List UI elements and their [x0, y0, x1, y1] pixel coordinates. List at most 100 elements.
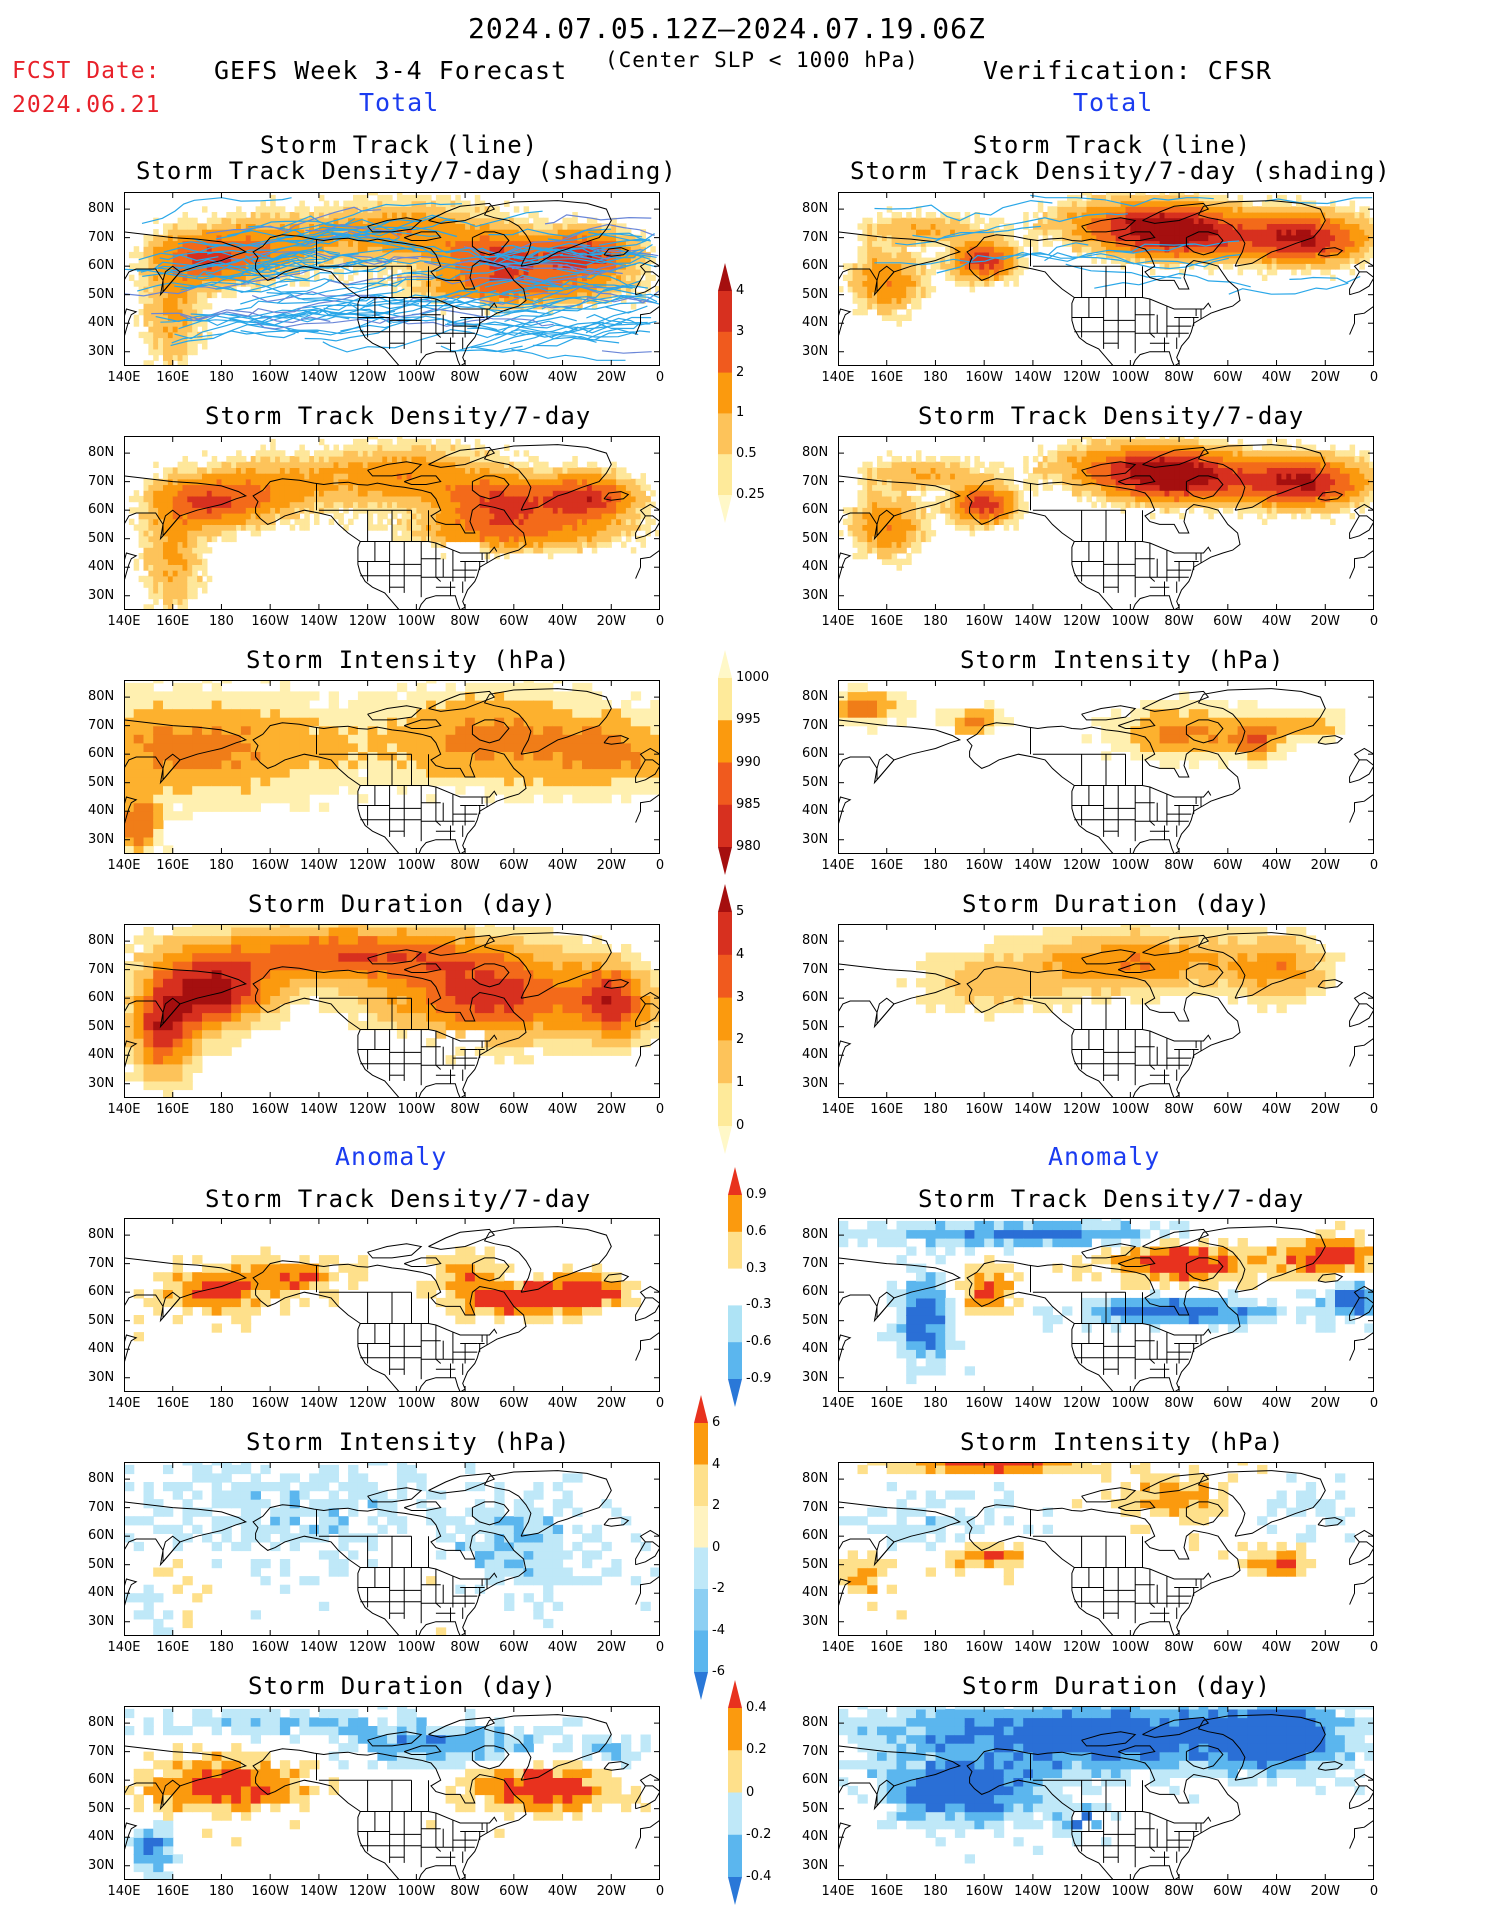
shade-cell — [450, 473, 456, 480]
shade-cell — [1062, 240, 1068, 247]
shade-cell — [357, 501, 364, 508]
title-anom-duration-right: Storm Duration (day) — [962, 1672, 1271, 1700]
shade-cell — [611, 484, 617, 491]
shade-cell — [552, 490, 559, 497]
shade-cell — [1159, 200, 1166, 207]
shade-cell — [255, 450, 262, 457]
shade-cell — [974, 251, 980, 259]
shade-cell — [172, 484, 179, 491]
shade-cell — [445, 438, 452, 446]
shade-cell — [1232, 229, 1239, 236]
shade-cell — [1222, 240, 1229, 247]
shade-cell — [148, 501, 154, 508]
shade-cell — [630, 251, 637, 259]
shade-cell — [1315, 234, 1321, 242]
shade-cell — [1247, 217, 1253, 224]
shade-cell — [528, 269, 534, 276]
storm-track — [504, 293, 660, 322]
shade-cell — [221, 461, 227, 468]
shade-cell — [143, 263, 149, 270]
shade-cell — [372, 212, 378, 219]
shade-cell — [431, 467, 437, 474]
shade-cell — [916, 280, 922, 287]
shade-cell — [396, 495, 403, 503]
shade-cell — [323, 223, 330, 230]
storm-track — [304, 326, 390, 342]
storm-track — [511, 348, 626, 361]
shade-cell — [877, 291, 883, 299]
shade-cell — [630, 274, 637, 281]
shade-cell — [206, 513, 213, 520]
shade-cell — [1339, 217, 1346, 224]
shade-cell — [460, 257, 466, 264]
shade-cell — [289, 229, 296, 236]
shade-cell — [1305, 246, 1312, 253]
shade-cell — [867, 280, 873, 287]
shade-cell — [416, 478, 422, 486]
shade-cell — [240, 456, 247, 463]
storm-track — [152, 258, 322, 273]
shade-cell — [901, 251, 907, 259]
shade-cell — [431, 530, 437, 537]
shade-cell — [591, 473, 598, 480]
shade-cell — [348, 246, 354, 253]
shade-cell — [479, 456, 486, 463]
shade-cell — [1261, 251, 1268, 259]
shade-cell — [606, 495, 612, 503]
shade-cell — [920, 223, 927, 230]
shade-cell — [523, 535, 530, 543]
shade-cell — [508, 280, 515, 287]
shade-cell — [163, 331, 169, 339]
shade-cell — [1003, 251, 1010, 259]
coastline — [428, 202, 496, 224]
shade-cell — [158, 570, 164, 577]
shade-cell — [167, 490, 174, 497]
shade-cell — [1291, 263, 1297, 270]
shade-cell — [245, 274, 252, 281]
shade-cell — [494, 530, 500, 537]
shade-cell — [333, 251, 339, 259]
shade-cell — [377, 269, 383, 276]
shade-cell — [881, 217, 888, 224]
shade-cell — [148, 513, 154, 520]
shade-cell — [167, 320, 174, 327]
shade-cell — [562, 234, 568, 242]
shade-cell — [1261, 234, 1268, 242]
shade-cell — [396, 212, 403, 219]
shade-cell — [547, 501, 554, 508]
shade-cell — [318, 257, 325, 264]
shade-cell — [460, 206, 466, 213]
shade-cell — [1266, 212, 1273, 219]
shade-cell — [1184, 223, 1190, 230]
shade-cell — [426, 194, 432, 202]
shade-cell — [216, 269, 223, 276]
shade-cell — [528, 473, 534, 480]
shade-cell — [964, 246, 971, 253]
shade-cell — [1101, 206, 1107, 213]
shade-cell — [260, 456, 266, 463]
shade-cell — [916, 291, 922, 299]
shade-cell — [1086, 200, 1092, 207]
shade-cell — [1174, 234, 1180, 242]
shade-cell — [206, 286, 213, 293]
shade-cell — [333, 461, 339, 468]
shade-cell — [591, 513, 598, 520]
shade-cell — [1310, 240, 1317, 247]
shade-cell — [367, 212, 374, 219]
storm-track — [551, 330, 651, 338]
shade-cell — [1213, 194, 1219, 202]
shade-cell — [1252, 223, 1258, 230]
shade-cell — [1106, 234, 1112, 242]
shade-cell — [1325, 206, 1331, 213]
shade-cell — [474, 240, 481, 247]
storm-track — [254, 247, 365, 271]
shade-cell — [148, 280, 154, 287]
shade-cell — [484, 461, 491, 468]
shade-cell — [445, 246, 452, 253]
shade-cell — [333, 478, 339, 486]
shade-cell — [591, 484, 598, 491]
shade-cell — [177, 547, 184, 554]
shade-cell — [479, 473, 486, 480]
shade-cell — [552, 541, 559, 548]
shade-cell — [211, 507, 218, 514]
